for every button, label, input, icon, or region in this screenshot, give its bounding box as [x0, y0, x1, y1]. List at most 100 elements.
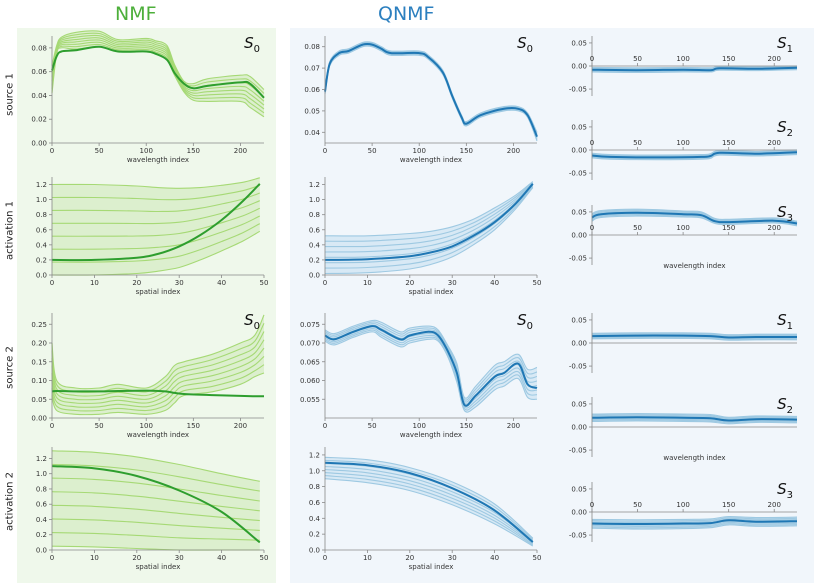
- x-tick-label: 100: [676, 139, 689, 147]
- y-tick-label: 0.4: [309, 241, 321, 249]
- chart-qnmf-a2: 0.0 0.2 0.4 0.6 0.8 1.0 1.2 0 10 20 30 40 50 spatial …: [309, 447, 542, 571]
- x-tick-label: 10: [90, 279, 99, 287]
- x-tick-label: 100: [413, 147, 426, 155]
- sample-line: [324, 456, 534, 539]
- y-tick-label: 0.08: [31, 44, 47, 52]
- y-tick-label: 0.00: [571, 232, 587, 240]
- x-tick-label: 0: [590, 139, 594, 147]
- x-tick-label: 150: [460, 422, 473, 430]
- series-line-mean: [591, 66, 798, 72]
- x-tick-label: 200: [768, 55, 781, 63]
- x-tick-label: 100: [676, 224, 689, 232]
- sample-line: [51, 463, 260, 492]
- sample-line: [324, 186, 534, 269]
- x-tick-label: 20: [405, 554, 414, 562]
- sample-line: [591, 336, 798, 340]
- x-tick-label: 0: [50, 279, 54, 287]
- x-tick-label: 30: [448, 554, 457, 562]
- y-tick-label: 0.05: [571, 485, 587, 493]
- uncertainty-band: [325, 457, 533, 547]
- sample-line: [51, 314, 265, 390]
- x-tick-label: 20: [405, 279, 414, 287]
- sample-line: [51, 331, 265, 397]
- y-tick-label: 0.8: [36, 211, 47, 219]
- x-tick-label: 0: [590, 224, 594, 232]
- sample-line: [591, 415, 798, 420]
- x-tick-label: 50: [533, 279, 542, 287]
- chart-qnmf-s2-1: -0.05 0.00 0.05 S1: [569, 311, 798, 373]
- sample-line: [51, 207, 261, 237]
- x-tick-label: 50: [633, 139, 642, 147]
- sample-line: [591, 523, 798, 529]
- sample-line: [324, 331, 538, 413]
- sample-line: [324, 327, 538, 409]
- panel-title: S0: [244, 34, 260, 55]
- sample-line: [591, 524, 798, 530]
- x-tick-label: 150: [722, 139, 735, 147]
- x-axis-label: spatial index: [409, 563, 454, 571]
- x-axis-label: wavelength index: [663, 262, 725, 270]
- y-tick-label: 0.05: [571, 39, 587, 47]
- sample-line: [324, 183, 534, 253]
- uncertainty-band: [52, 30, 264, 117]
- x-tick-label: 30: [175, 279, 184, 287]
- y-tick-label: 0.4: [309, 515, 321, 523]
- y-tick-label: 0.05: [31, 396, 47, 404]
- sample-line: [51, 491, 260, 512]
- sample-line: [51, 450, 260, 482]
- panel-title: S2: [777, 395, 793, 416]
- series-line-mean: [591, 151, 798, 159]
- x-tick-label: 150: [187, 147, 200, 155]
- chart-qnmf-s2-0: 0.055 0.060 0.065 0.070 0.075 0 50 100 150 200 wav…: [300, 311, 538, 439]
- series-line-mean: [324, 461, 534, 543]
- sample-line: [591, 210, 798, 224]
- sample-line: [591, 333, 798, 337]
- series-line-mean: [324, 42, 538, 138]
- y-tick-label: -0.05: [569, 255, 587, 263]
- x-tick-label: 50: [633, 501, 642, 509]
- sample-line: [51, 43, 265, 114]
- sample-line: [591, 215, 798, 227]
- sample-line: [591, 419, 798, 424]
- x-tick-label: 150: [187, 422, 200, 430]
- y-tick-label: 0.05: [571, 400, 587, 408]
- x-tick-label: 50: [633, 55, 642, 63]
- x-tick-label: 50: [533, 554, 542, 562]
- x-tick-label: 100: [140, 422, 153, 430]
- panel-title: S3: [777, 480, 793, 501]
- chart-nmf-s2: 0.00 0.05 0.10 0.15 0.20 0.25 0 50 100 150 200 wave…: [31, 311, 265, 439]
- y-tick-label: 0.0: [36, 272, 47, 280]
- sample-line: [591, 517, 798, 522]
- x-axis-label: spatial index: [136, 563, 181, 571]
- y-tick-label: -0.05: [569, 532, 587, 540]
- series-line-mean: [324, 183, 534, 261]
- x-tick-label: 40: [490, 554, 499, 562]
- y-tick-label: 0.4: [36, 516, 48, 524]
- x-axis-label: wavelength index: [400, 431, 462, 439]
- sample-line: [324, 181, 534, 237]
- x-tick-label: 10: [363, 279, 372, 287]
- y-tick-label: 0.065: [300, 358, 320, 366]
- series-line-mean: [591, 416, 798, 422]
- sample-line: [51, 32, 265, 94]
- y-tick-label: 1.2: [309, 451, 320, 459]
- x-tick-label: 150: [722, 55, 735, 63]
- y-tick-label: 0.00: [571, 509, 587, 517]
- y-tick-label: 0.2: [36, 256, 47, 264]
- sample-line: [591, 332, 797, 336]
- x-tick-label: 40: [490, 279, 499, 287]
- x-tick-label: 200: [768, 501, 781, 509]
- sample-line: [324, 41, 538, 134]
- x-tick-label: 100: [140, 147, 153, 155]
- sample-line: [324, 181, 534, 242]
- chart-nmf-a1: 0.0 0.2 0.4 0.6 0.8 1.0 1.2 0 10 20 30 40 50 spatial …: [36, 177, 268, 296]
- y-tick-label: 0.00: [571, 147, 587, 155]
- chart-qnmf-s2-2: -0.05 0.00 0.05 wavelength index S2: [569, 395, 798, 462]
- sample-line: [51, 518, 260, 531]
- panel-title: S3: [777, 203, 793, 224]
- x-tick-label: 200: [768, 224, 781, 232]
- sample-line: [324, 41, 538, 133]
